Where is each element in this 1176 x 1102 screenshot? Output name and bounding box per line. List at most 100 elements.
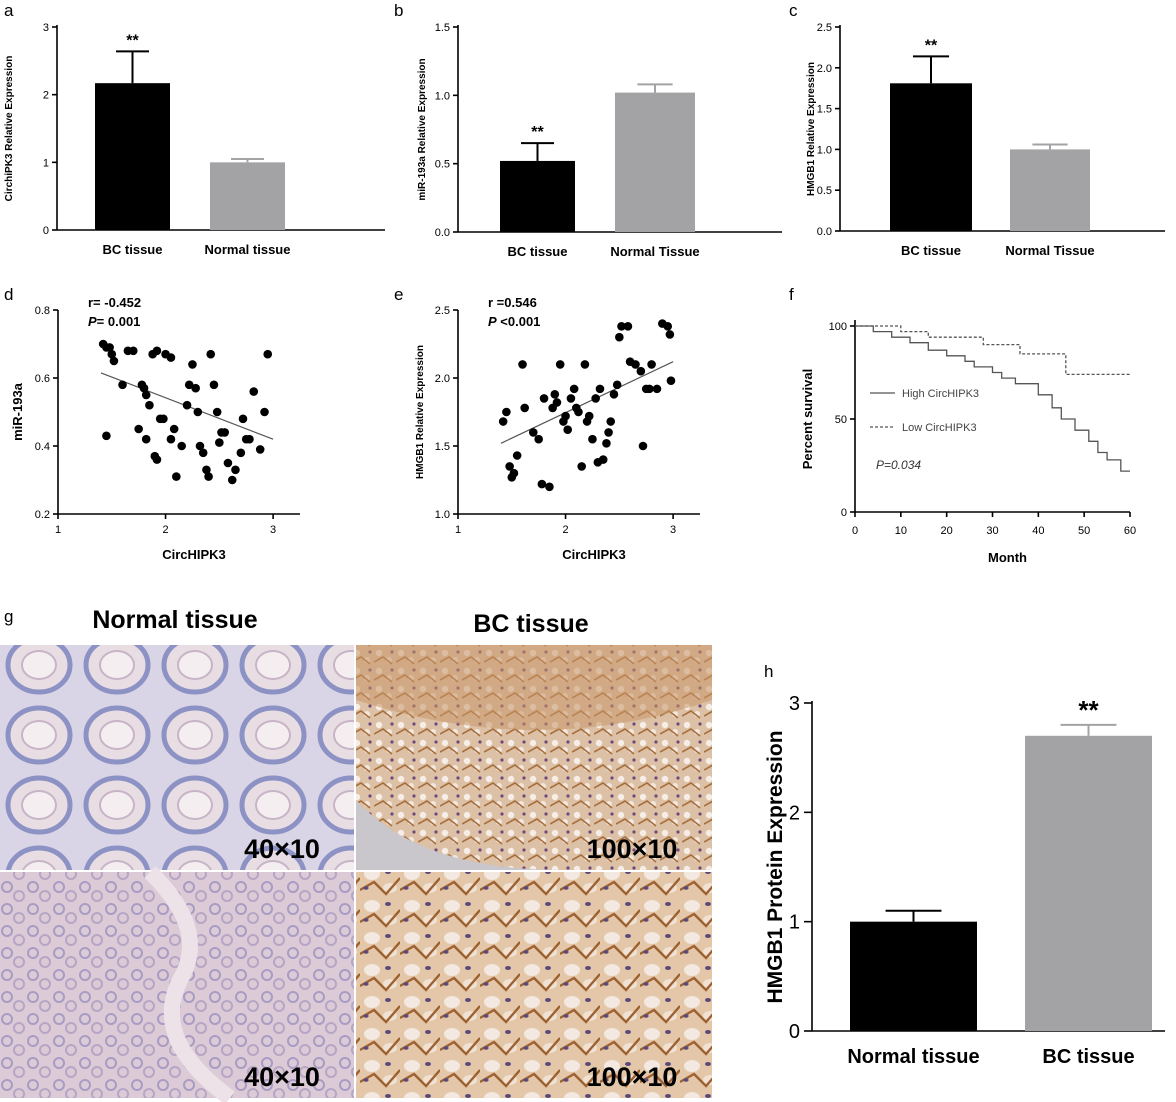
chart-e-r-value: r =0.546 xyxy=(488,295,537,310)
chart-d-data-point xyxy=(118,380,127,390)
panel-letter-c: c xyxy=(789,1,798,20)
chart-f-xlabel: Month xyxy=(988,550,1027,565)
chart-f-xtick-label: 60 xyxy=(1124,525,1136,537)
chart-f-xtick-label: 20 xyxy=(941,525,953,537)
chart-d-data-point xyxy=(206,349,216,359)
chart-d-data-point xyxy=(198,448,208,458)
chart-d-ytick-label: 0.8 xyxy=(35,305,50,317)
chart-d-ytick-label: 0.6 xyxy=(35,373,50,385)
normal-tissue-title: Normal tissue xyxy=(92,606,257,634)
chart-d-data-point xyxy=(107,349,117,359)
chart-a-ytick-label: 2 xyxy=(43,90,49,102)
chart-h-ytick-label: 1 xyxy=(789,912,800,934)
chart-d-data-point xyxy=(139,383,149,393)
chart-f-xtick-label: 30 xyxy=(986,525,998,537)
panel-letter-e: e xyxy=(394,285,403,304)
chart-e-data-point xyxy=(617,322,626,331)
micrograph-normal-top xyxy=(0,645,354,870)
chart-d-data-point xyxy=(245,434,254,444)
chart-b-bar xyxy=(615,92,695,232)
chart-e-data-point xyxy=(615,332,624,342)
chart-d-data-point xyxy=(202,465,211,475)
chart-d-xtick-label: 3 xyxy=(270,524,276,536)
chart-e-data-point xyxy=(502,407,511,417)
chart-e-data-point xyxy=(584,411,594,421)
chart-d-xtick-label: 1 xyxy=(55,524,61,536)
chart-d-data-point xyxy=(141,390,151,400)
chart-a-bar xyxy=(95,83,170,230)
chart-e-data-point xyxy=(665,330,675,339)
chart-e-data-point xyxy=(534,434,543,444)
chart-d-p-number: = 0.001 xyxy=(97,314,141,329)
chart-c-ytick-label: 0.5 xyxy=(817,185,832,197)
chart-f-ytick-label: 100 xyxy=(829,321,847,333)
chart-c-ytick-label: 2.5 xyxy=(817,22,832,34)
chart-d-data-point xyxy=(236,448,246,458)
chart-b-group: 0.0 0.5 1.0 1.5 miR-193a Relative Expression… xyxy=(417,22,782,259)
chart-d-data-point xyxy=(182,400,192,410)
chart-d-data-point xyxy=(159,414,168,424)
chart-b-significance-marker: ** xyxy=(531,124,544,141)
chart-e-data-point xyxy=(652,384,662,394)
chart-d-data-point xyxy=(204,472,213,481)
chart-a-ytick-label: 3 xyxy=(43,22,49,34)
chart-e-data-point xyxy=(604,428,613,437)
chart-e-xlabel: CircHIPK3 xyxy=(562,547,626,562)
micrograph-bc-top-blank xyxy=(356,800,560,870)
chart-c-bar xyxy=(1010,149,1090,231)
chart-b-ytick-label: 1.5 xyxy=(435,22,450,34)
chart-d-r-value: r= -0.452 xyxy=(88,295,141,310)
chart-f-legend-label: High CircHIPK3 xyxy=(902,388,979,400)
chart-d-data-point xyxy=(238,414,248,424)
chart-e-data-point xyxy=(666,376,676,386)
chart-f-series-line xyxy=(855,325,1130,376)
chart-e-data-point xyxy=(518,360,527,369)
chart-h-ytick-label: 3 xyxy=(789,693,800,715)
chart-f-xtick-label: 10 xyxy=(895,525,907,537)
chart-f-ylabel: Percent survival xyxy=(800,369,815,469)
chart-d-data-point xyxy=(152,455,162,464)
chart-e-data-point xyxy=(663,322,673,331)
chart-e-data-point xyxy=(539,394,549,403)
chart-e-ytick-label: 1.5 xyxy=(435,441,450,453)
chart-h-bar xyxy=(850,921,977,1031)
chart-b-ylabel: miR-193a Relative Expression xyxy=(417,58,428,200)
chart-e-fit-line xyxy=(500,361,674,444)
chart-d-data-point xyxy=(145,400,154,410)
chart-d-data-point xyxy=(220,428,230,437)
chart-e-data-point xyxy=(588,434,597,444)
chart-e-data-point xyxy=(537,479,547,489)
chart-e-data-point xyxy=(574,407,583,417)
chart-d-data-point xyxy=(212,407,222,417)
chart-d-data-point xyxy=(166,353,176,362)
chart-d-data-point xyxy=(249,387,259,396)
chart-a-ytick-label: 0 xyxy=(43,225,49,237)
chart-c-bar xyxy=(890,83,972,231)
chart-e-ytick-label: 2.5 xyxy=(435,305,450,317)
chart-d-p-value: P= 0.001 xyxy=(88,314,140,329)
panel-letter-f: f xyxy=(789,285,794,304)
chart-d-data-point xyxy=(184,380,194,390)
chart-h-ylabel: HMGB1 Protein Expression xyxy=(764,730,787,1003)
chart-d-ytick-label: 0.2 xyxy=(35,509,50,521)
chart-e-data-point xyxy=(566,394,576,403)
chart-d-data-point xyxy=(166,434,176,444)
chart-e-data-point xyxy=(638,441,648,451)
chart-d-data-point xyxy=(227,475,237,485)
chart-c-ytick-label: 1.0 xyxy=(817,144,832,156)
chart-h-ytick-label: 0 xyxy=(789,1021,800,1043)
chart-b-bar xyxy=(500,160,575,232)
chart-e-data-point xyxy=(606,417,616,426)
chart-h-category-label: BC tissue xyxy=(1042,1046,1134,1068)
chart-e-data-point xyxy=(561,411,570,421)
chart-d-data-point xyxy=(152,346,162,356)
chart-e-data-point xyxy=(612,380,622,390)
chart-e-p-value: P <0.001 xyxy=(488,314,540,329)
chart-d-data-point xyxy=(223,458,233,468)
chart-e-data-point xyxy=(505,462,514,471)
chart-a-group: 0 1 2 3 CirchiPK3 Relative Expression BC tiss… xyxy=(4,22,385,257)
chart-e-ytick-label: 1.0 xyxy=(435,509,450,521)
micrograph-bc-bottom xyxy=(356,872,712,1098)
chart-h-significance-marker: ** xyxy=(1078,695,1099,725)
panel-letter-b: b xyxy=(394,1,403,20)
